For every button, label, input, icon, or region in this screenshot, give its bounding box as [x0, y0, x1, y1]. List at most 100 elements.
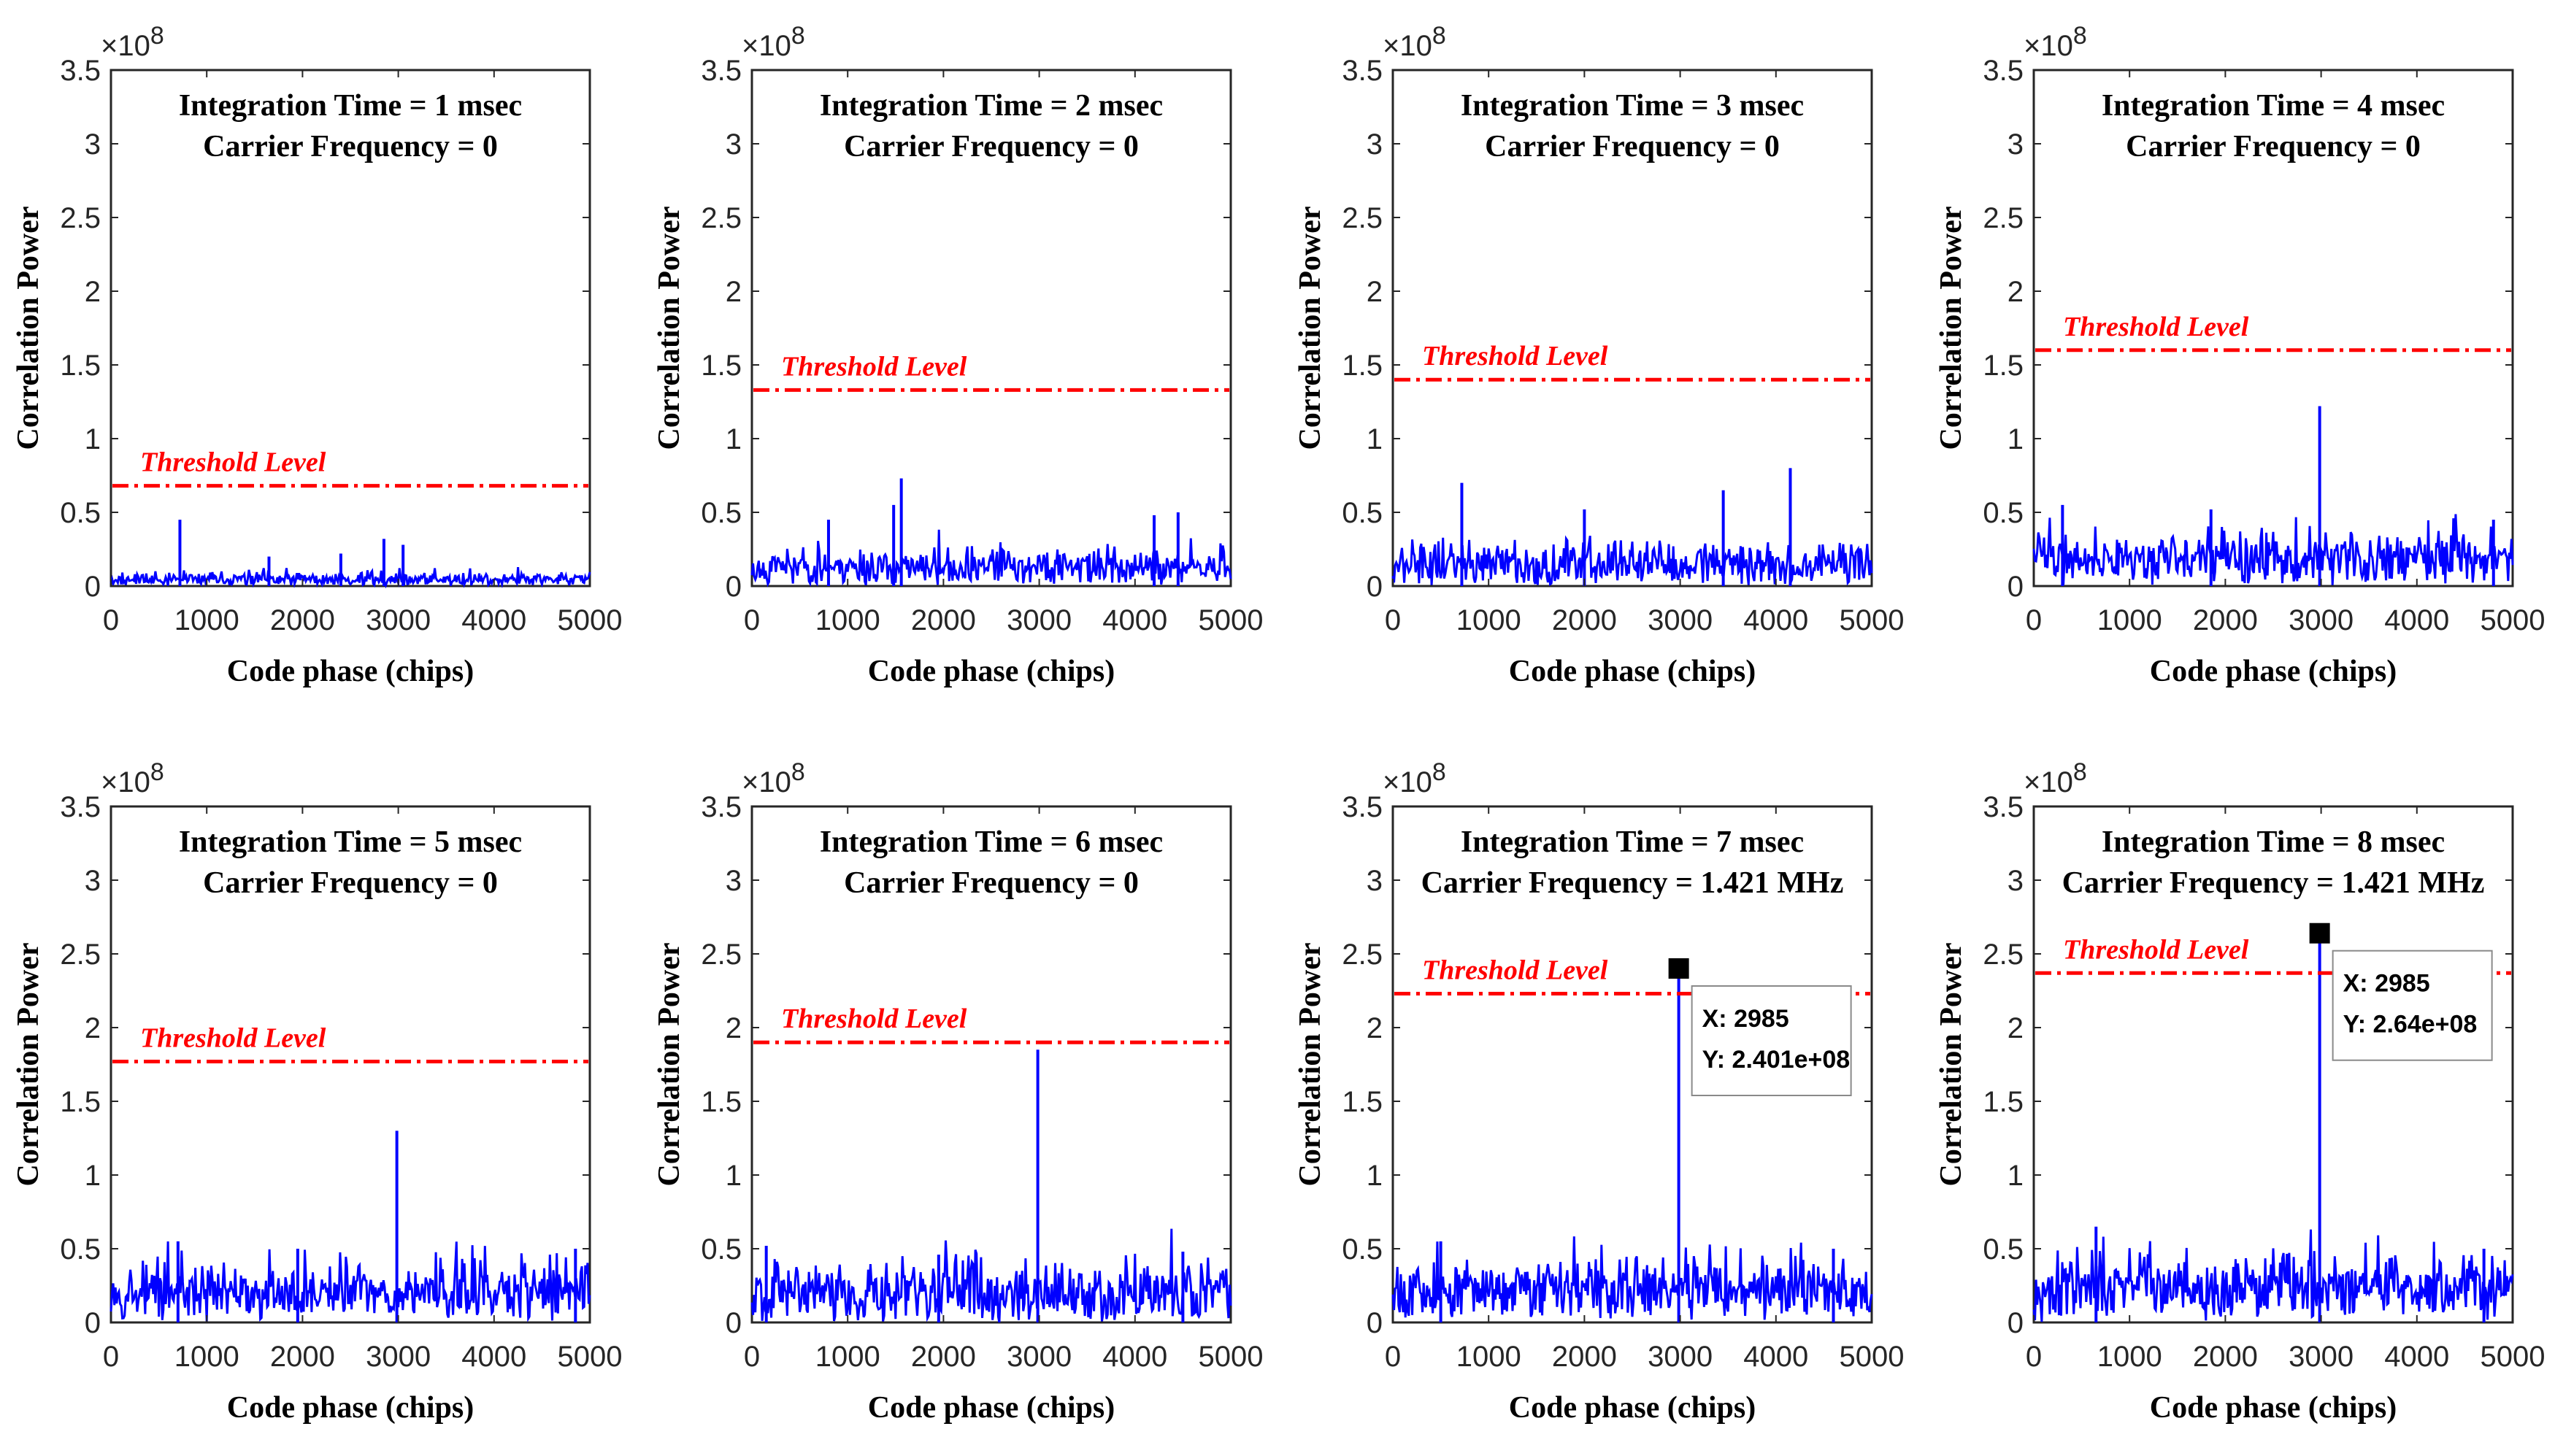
y-tick-label: 3	[726, 865, 742, 897]
x-tick-label: 5000	[1840, 604, 1905, 636]
x-tick-label: 2000	[1552, 1341, 1617, 1373]
exponent-base: ×10	[101, 766, 150, 798]
datatip-marker[interactable]	[1668, 958, 1689, 979]
y-tick-label: 2	[726, 1012, 742, 1044]
exponent-label: ×108	[2024, 22, 2087, 62]
x-tick-label: 2000	[1552, 604, 1617, 636]
x-tick-label: 2000	[2193, 1341, 2258, 1373]
exponent-base: ×10	[101, 30, 150, 62]
y-tick-label: 3	[2008, 128, 2024, 161]
x-tick-label: 1000	[815, 604, 880, 636]
y-tick-label: 1	[726, 1160, 742, 1192]
x-tick-label: 2000	[911, 604, 976, 636]
y-tick-label: 0.5	[1983, 497, 2024, 529]
x-tick-label: 5000	[1199, 1341, 1264, 1373]
plot-area	[750, 805, 1232, 1324]
exponent-power: 8	[150, 22, 164, 50]
correlation-trace	[1391, 535, 1873, 586]
datatip-box[interactable]	[1691, 985, 1852, 1096]
y-tick-label: 0	[726, 1307, 742, 1339]
x-tick-label: 0	[744, 1341, 760, 1373]
exponent-base: ×10	[742, 30, 791, 62]
y-tick-label: 2.5	[60, 202, 101, 234]
y-tick-label: 0	[85, 1307, 101, 1339]
exponent-power: 8	[791, 22, 805, 50]
x-tick-label: 3000	[366, 604, 431, 636]
x-axis-label: Code phase (chips)	[868, 655, 1115, 688]
exponent-base: ×10	[1383, 30, 1432, 62]
subplot-title-line1: Integration Time = 4 msec	[2102, 89, 2445, 123]
correlation-trace	[110, 1241, 591, 1322]
y-axis-label: Correlation Power	[1294, 207, 1327, 450]
x-tick-label: 3000	[366, 1341, 431, 1373]
x-axis-label: Code phase (chips)	[2150, 655, 2397, 688]
x-tick-label: 4000	[1743, 1341, 1808, 1373]
threshold-label: Threshold Level	[2063, 312, 2249, 342]
y-tick-label: 0.5	[1342, 1233, 1383, 1266]
threshold-label: Threshold Level	[781, 1004, 967, 1034]
y-tick-label: 2.5	[701, 202, 742, 234]
exponent-label: ×108	[101, 758, 164, 798]
subplot-6: Threshold Level 0 1000 2000 3000 4000 5000 0 0.5…	[653, 758, 1263, 1425]
datatip-box[interactable]	[2332, 950, 2493, 1061]
x-tick-label: 2000	[2193, 604, 2258, 636]
correlation-trace	[750, 1228, 1232, 1323]
x-axis-label: Code phase (chips)	[227, 655, 474, 688]
subplot-title-line1: Integration Time = 1 msec	[179, 89, 522, 123]
y-tick-label: 0	[1367, 571, 1383, 603]
subplot-4: Threshold Level 0 1000 2000 3000 4000 5000 0 0.5…	[1934, 22, 2545, 688]
y-tick-label: 1	[85, 1160, 101, 1192]
y-tick-label: 3	[726, 128, 742, 161]
plot-area	[1391, 69, 1873, 588]
subplot-title-line1: Integration Time = 5 msec	[179, 825, 522, 859]
exponent-label: ×108	[1383, 758, 1446, 798]
y-tick-label: 2	[1367, 1012, 1383, 1044]
exponent-label: ×108	[742, 758, 805, 798]
subplot-title-line2: Carrier Frequency = 0	[844, 866, 1139, 900]
x-tick-label: 0	[2026, 604, 2042, 636]
y-axis-label: Correlation Power	[1934, 943, 1968, 1187]
x-tick-label: 1000	[1456, 1341, 1521, 1373]
exponent-power: 8	[2073, 22, 2087, 50]
exponent-label: ×108	[101, 22, 164, 62]
y-tick-label: 0	[2008, 571, 2024, 603]
y-tick-label: 1	[726, 423, 742, 455]
y-tick-label: 1	[2008, 1160, 2024, 1192]
y-tick-label: 2.5	[1983, 939, 2024, 971]
y-tick-label: 3.5	[1342, 791, 1383, 823]
y-tick-label: 3	[2008, 865, 2024, 897]
exponent-power: 8	[791, 758, 805, 786]
subplot-2: Threshold Level 0 1000 2000 3000 4000 5000 0 0.5…	[653, 22, 1263, 688]
y-tick-label: 2.5	[1342, 939, 1383, 971]
x-axis-label: Code phase (chips)	[1509, 655, 1756, 688]
x-tick-label: 3000	[1648, 1341, 1713, 1373]
x-tick-label: 0	[1385, 604, 1401, 636]
y-tick-label: 0	[726, 571, 742, 603]
threshold-label: Threshold Level	[1422, 341, 1608, 371]
exponent-base: ×10	[2024, 30, 2073, 62]
subplot-title-line2: Carrier Frequency = 0	[844, 130, 1139, 163]
y-tick-label: 1.5	[60, 1086, 101, 1118]
datatip-marker[interactable]	[2309, 922, 2330, 944]
y-tick-label: 0	[2008, 1307, 2024, 1339]
x-tick-label: 0	[1385, 1341, 1401, 1373]
exponent-base: ×10	[742, 766, 791, 798]
x-axis-label: Code phase (chips)	[227, 1391, 474, 1425]
plot-area	[750, 69, 1232, 588]
x-tick-label: 2000	[911, 1341, 976, 1373]
subplot-8: Threshold Level 0 1000 2000 3000 4000 5000 0 0.5…	[1934, 758, 2545, 1425]
y-tick-label: 0	[85, 571, 101, 603]
y-tick-label: 3.5	[1983, 55, 2024, 87]
exponent-base: ×10	[1383, 766, 1432, 798]
y-tick-label: 3.5	[60, 791, 101, 823]
y-tick-label: 2	[85, 276, 101, 308]
subplot-title-line1: Integration Time = 3 msec	[1461, 89, 1804, 123]
plot-area	[2032, 805, 2514, 1324]
y-tick-label: 0.5	[701, 1233, 742, 1266]
subplot-title-line2: Carrier Frequency = 1.421 MHz	[2062, 866, 2485, 900]
subplot-title-line1: Integration Time = 2 msec	[820, 89, 1163, 123]
x-tick-label: 0	[103, 1341, 119, 1373]
plot-area	[110, 805, 591, 1324]
x-axis-label: Code phase (chips)	[868, 1391, 1115, 1425]
